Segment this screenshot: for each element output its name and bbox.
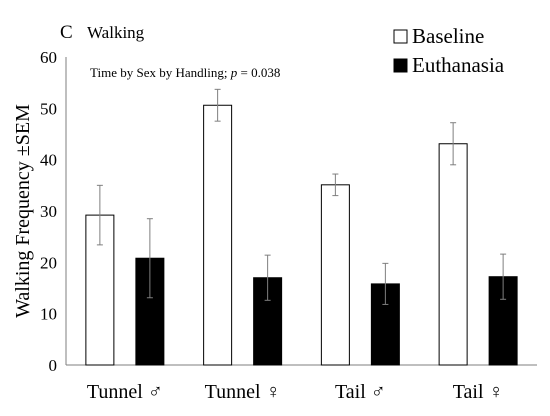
annotation-prefix: Time by Sex by Handling;: [90, 65, 231, 80]
bar-baseline: [320, 184, 350, 366]
legend-label-baseline: Baseline: [412, 24, 484, 48]
bar-baseline: [203, 104, 233, 366]
x-tick-label: Tail ♀: [453, 381, 504, 403]
error-bars: [96, 88, 507, 305]
x-tick-label: Tunnel ♂: [87, 381, 163, 403]
legend: Baseline Euthanasia: [393, 24, 505, 77]
x-tick-label: Tunnel ♀: [205, 381, 281, 403]
y-tick-label: 50: [40, 99, 57, 118]
y-tick-label: 30: [40, 202, 57, 221]
x-tick-labels: Tunnel ♂ Tunnel ♀ Tail ♂ Tail ♀: [87, 381, 504, 403]
legend-label-euthanasia: Euthanasia: [412, 53, 505, 77]
y-tick-label: 60: [40, 48, 57, 67]
y-tick-labels: 0 10 20 30 40 50 60: [40, 48, 57, 375]
statistics-annotation: Time by Sex by Handling; p = 0.038: [90, 65, 280, 80]
chart-title: Walking: [87, 23, 145, 42]
annotation-p-symbol: p: [230, 65, 238, 80]
x-tick-label: Tail ♂: [335, 381, 386, 403]
y-axis-label: Walking Frequency ±SEM: [12, 104, 34, 318]
legend-swatch-baseline: [393, 29, 408, 44]
y-tick-label: 20: [40, 253, 57, 272]
y-tick-label: 0: [49, 356, 58, 375]
annotation-p-value: = 0.038: [237, 65, 280, 80]
panel-letter: C: [60, 22, 73, 43]
y-tick-label: 40: [40, 151, 57, 170]
bars: [85, 104, 518, 366]
y-tick-label: 10: [40, 305, 57, 324]
bar-baseline: [438, 143, 468, 366]
legend-swatch-euthanasia: [393, 58, 408, 73]
